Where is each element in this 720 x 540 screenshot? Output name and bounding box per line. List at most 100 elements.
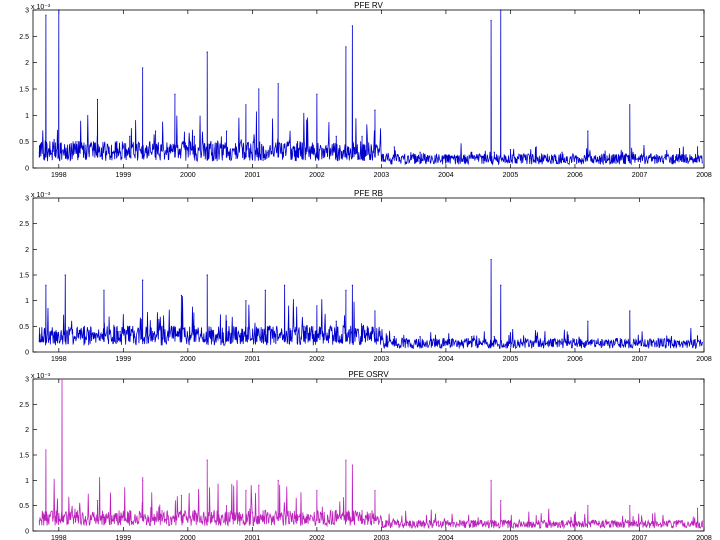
- data-point: [206, 274, 208, 276]
- data-point: [361, 510, 363, 512]
- data-point: [303, 325, 305, 327]
- y-tick-label: 1.5: [19, 273, 29, 280]
- data-point: [509, 333, 512, 335]
- data-point: [629, 104, 631, 106]
- data-point: [45, 284, 47, 286]
- plot-area: [32, 378, 705, 532]
- data-point: [490, 19, 492, 22]
- data-point: [393, 146, 395, 148]
- data-point: [613, 341, 615, 343]
- series-line: [38, 9, 704, 166]
- x-tick-label: 1999: [116, 172, 132, 179]
- data-point: [77, 515, 79, 517]
- chart-title: PFE RV: [354, 1, 383, 10]
- data-point: [471, 520, 473, 522]
- data-point: [587, 130, 589, 132]
- data-point: [587, 505, 589, 507]
- x-tick-label: 2006: [567, 172, 583, 179]
- data-point: [180, 294, 182, 297]
- data-point: [129, 135, 131, 137]
- y-scale-label: x 10⁻³: [31, 373, 51, 380]
- data-point: [58, 9, 60, 11]
- data-point: [161, 510, 163, 512]
- data-point: [677, 520, 679, 522]
- y-tick-label: 2.5: [19, 402, 29, 409]
- data-point: [54, 336, 57, 338]
- x-tick-label: 2008: [696, 356, 712, 363]
- y-scale-label: x 10⁻³: [31, 192, 51, 199]
- x-tick-label: 2004: [438, 356, 454, 363]
- data-point: [335, 510, 337, 512]
- data-point: [129, 325, 131, 327]
- data-point: [96, 98, 99, 101]
- data-point: [225, 505, 228, 507]
- x-tick-label: 2004: [438, 172, 454, 179]
- x-tick-label: 2004: [438, 535, 454, 540]
- data-point: [225, 130, 228, 132]
- data-point: [535, 336, 537, 338]
- data-point: [696, 507, 699, 509]
- chart-panel-3: PFE OSRV x 10⁻³ 0 0.5 1 1.5 2 2.5 3 1998 1999 2000 2…: [19, 370, 712, 540]
- data-point: [490, 259, 492, 261]
- data-point: [361, 325, 363, 327]
- y-tick-label: 1: [25, 298, 29, 305]
- data-point: [103, 289, 105, 291]
- x-tick-label: 2006: [567, 535, 583, 540]
- data-point: [174, 93, 176, 95]
- data-point: [345, 46, 347, 48]
- data-point: [561, 338, 563, 340]
- data-point: [535, 515, 537, 517]
- data-point: [345, 459, 347, 461]
- data-point: [245, 489, 247, 492]
- y-tick-label: 3: [25, 8, 29, 15]
- data-point: [351, 464, 353, 466]
- data-point: [264, 289, 266, 291]
- data-point: [54, 520, 57, 522]
- x-tick-label: 2003: [374, 172, 390, 179]
- y-tick-label: 1.5: [19, 453, 29, 460]
- data-point: [316, 305, 318, 307]
- x-tick-label: 2001: [245, 172, 261, 179]
- data-point: [284, 284, 286, 286]
- data-point: [493, 520, 495, 522]
- data-point: [561, 151, 563, 153]
- data-point: [493, 336, 495, 338]
- data-point: [445, 154, 447, 156]
- data-point: [345, 289, 347, 291]
- data-point: [677, 154, 679, 156]
- data-point: [393, 336, 395, 338]
- x-tick-label: 1998: [51, 172, 67, 179]
- data-point: [277, 479, 279, 481]
- data-point: [142, 479, 144, 481]
- y-tick-label: 0: [25, 350, 29, 357]
- data-point: [61, 378, 63, 380]
- data-point: [64, 274, 66, 276]
- data-point: [119, 330, 121, 333]
- data-point: [629, 505, 631, 507]
- y-tick-label: 0.5: [19, 139, 29, 146]
- data-point: [509, 520, 512, 522]
- data-point: [587, 320, 589, 322]
- x-tick-label: 2005: [503, 535, 519, 540]
- x-tick-label: 2007: [632, 356, 648, 363]
- data-point: [651, 341, 653, 343]
- y-tick-label: 3: [25, 196, 29, 203]
- data-point: [116, 515, 118, 517]
- series-line: [38, 259, 704, 350]
- data-point: [500, 500, 502, 502]
- data-point: [245, 104, 247, 106]
- data-point: [677, 341, 679, 343]
- data-point: [361, 135, 363, 137]
- x-tick-label: 2003: [374, 356, 390, 363]
- data-point: [96, 500, 99, 502]
- data-point: [38, 341, 41, 343]
- data-point: [335, 320, 337, 322]
- data-point: [696, 336, 699, 338]
- data-point: [116, 141, 118, 143]
- x-tick-label: 2007: [632, 172, 648, 179]
- data-point: [351, 284, 353, 286]
- data-point: [154, 130, 157, 132]
- data-point: [493, 151, 495, 153]
